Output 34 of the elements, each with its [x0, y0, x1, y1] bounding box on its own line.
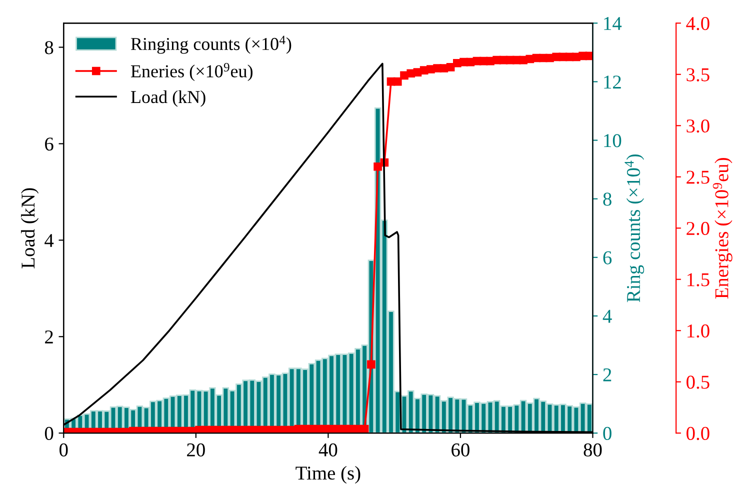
- x-tick-label: 0: [60, 443, 68, 456]
- y2-tick-label: 2: [603, 368, 612, 382]
- y-tick-label: 0: [44, 426, 54, 440]
- x-axis-title: Time (s): [296, 466, 360, 484]
- legend-label: Ringing counts (×10$^{4}$): [130, 36, 292, 54]
- y2-tick-label: 6: [603, 251, 612, 264]
- y-tick-label: 6: [45, 138, 54, 151]
- y2-tick-label: 0: [603, 426, 612, 440]
- y-axis-title: Load (kN): [21, 188, 39, 268]
- x-tick-label: 40: [318, 443, 338, 456]
- y3-tick-label: 4.0: [686, 16, 710, 30]
- y3-tick-label: 3.0: [686, 119, 710, 133]
- y3-tick-label: 3.5: [686, 68, 710, 82]
- x-tick-label: 60: [452, 443, 470, 456]
- y3-tick-label: 0.5: [686, 376, 710, 389]
- y2-axis-title: Ring counts (×10$^{4}$): [624, 154, 644, 302]
- y3-tick-label: 0.0: [686, 426, 710, 440]
- y2-tick-label: 14: [604, 17, 622, 30]
- y-tick-label: 8: [44, 41, 54, 54]
- y2-tick-label: 8: [603, 192, 612, 206]
- y3-tick-label: 2.5: [686, 170, 710, 184]
- y2-tick-label: 10: [604, 134, 622, 148]
- y-tick-label: 4: [44, 234, 54, 247]
- y3-tick-label: 1.0: [688, 324, 710, 338]
- x-tick-label: 20: [187, 443, 205, 456]
- y-tick-label: 2: [45, 330, 53, 344]
- legend-label: Eneries (×10$^{9}$eu): [130, 63, 252, 82]
- y3-tick-label: 2.0: [686, 222, 710, 236]
- y2-tick-label: 4: [602, 310, 612, 323]
- legend-label: Load (kN): [130, 90, 206, 107]
- y3-axis-title: Energies (×10$^{9}$eu): [712, 158, 732, 299]
- y2-tick-label: 12: [604, 76, 621, 88]
- x-tick-label: 80: [584, 443, 602, 456]
- y3-tick-label: 1.5: [688, 273, 710, 286]
